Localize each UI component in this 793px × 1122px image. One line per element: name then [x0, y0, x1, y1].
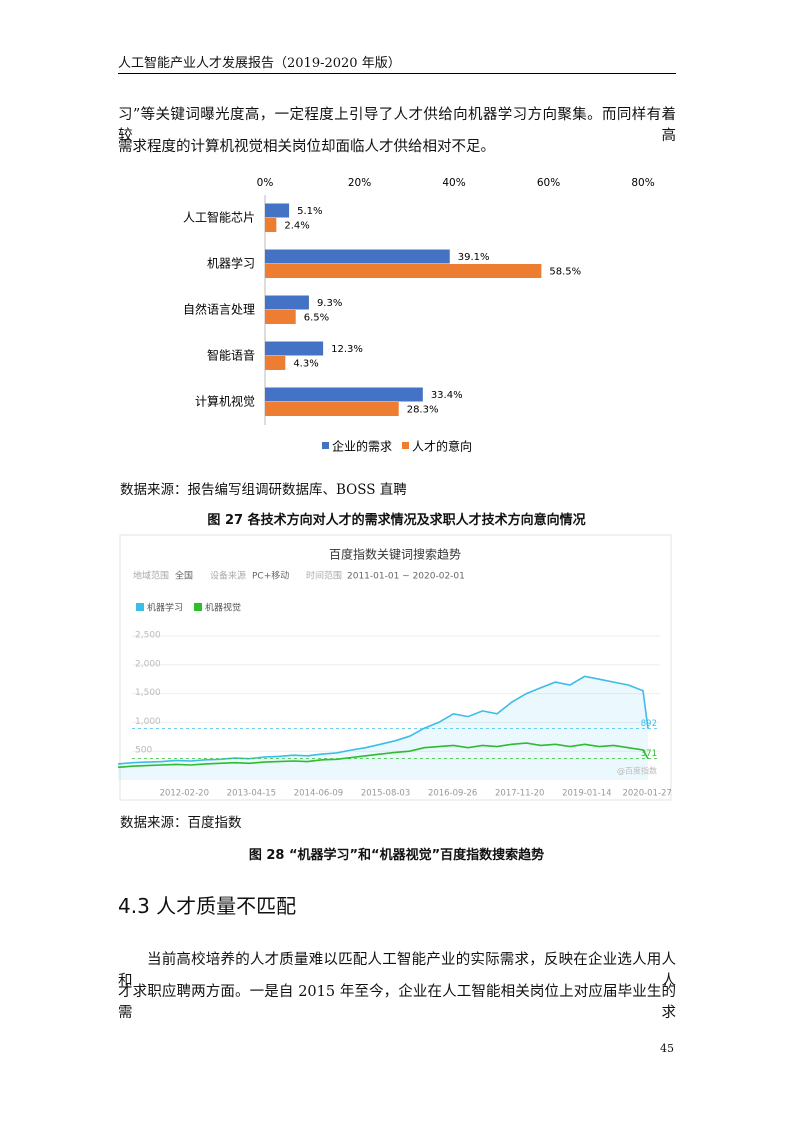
category-label: 人工智能芯片 — [183, 210, 255, 225]
screenshot-frame — [119, 534, 672, 801]
legend-swatch — [402, 442, 409, 449]
paragraph-line: 当前高校培养的人才质量难以匹配人工智能产业的实际需求，反映在企业选人用人和人 — [118, 952, 676, 989]
x-tick-label: 2015-08-03 — [361, 789, 410, 799]
caption: 图 27 各技术方向对人才的需求情况及求职人才技术方向意向情况 — [207, 513, 586, 528]
category-label: 机器学习 — [207, 256, 255, 271]
bar — [265, 218, 277, 232]
legend-label: 企业的需求 — [332, 439, 392, 454]
filter-text: 2011-01-01 ~ 2020-02-01 — [347, 572, 465, 582]
bar — [265, 356, 286, 370]
bar — [265, 402, 399, 416]
paragraph-line: 习”等关键词曝光度高，一定程度上引导了人才供给向机器学习方向聚集。而同样有着较高 — [118, 107, 676, 144]
bar — [265, 341, 324, 356]
legend-label: 机器视觉 — [205, 602, 241, 614]
x-tick-label: 2020-01-27 — [622, 789, 671, 799]
y-tick-label: 2,500 — [135, 631, 161, 641]
x-tick-label: 60% — [537, 177, 560, 189]
bar — [265, 249, 450, 264]
value-label: 4.3% — [293, 358, 318, 369]
watermark: @百度指数 — [617, 766, 657, 776]
y-tick-label: 500 — [135, 746, 152, 756]
line — [117, 675, 649, 765]
paragraph-line: 才求职应聘两方面。一是自 2015 年至今，企业在人工智能相关岗位上对应届毕业生… — [118, 984, 676, 1021]
caption: 图 28 “机器学习”和“机器视觉”百度指数搜索趋势 — [248, 848, 545, 863]
page-number: 45 — [660, 1042, 674, 1055]
x-tick-label: 2013-04-15 — [227, 789, 276, 799]
legend-label: 人才的意向 — [412, 439, 472, 454]
header-rule — [118, 73, 676, 74]
end-label: 371 — [641, 749, 657, 759]
x-tick-label: 2014-06-09 — [294, 789, 343, 799]
value-label: 2.4% — [284, 220, 309, 231]
paragraph-line: 需求程度的计算机视觉相关岗位却面临人才供给相对不足。 — [118, 139, 495, 155]
legend-swatch — [194, 603, 202, 611]
x-tick-label: 0% — [257, 177, 274, 189]
line — [117, 742, 649, 769]
filter-text: PC+移动 — [252, 570, 289, 582]
bar — [265, 264, 542, 278]
bar — [265, 310, 296, 324]
bar — [265, 203, 290, 218]
header: 人工智能产业人才发展报告（2019-2020 年版） — [118, 56, 401, 71]
legend-swatch — [136, 603, 144, 611]
y-tick-label: 1,500 — [135, 688, 161, 698]
value-label: 28.3% — [407, 404, 439, 415]
bar — [265, 295, 309, 310]
end-label: 892 — [641, 719, 657, 729]
section-heading: 4.3 人才质量不匹配 — [118, 894, 297, 918]
category-label: 计算机视觉 — [195, 394, 255, 409]
x-tick-label: 40% — [442, 177, 465, 189]
legend-label: 机器学习 — [147, 602, 183, 614]
value-label: 39.1% — [458, 252, 490, 263]
category-label: 自然语言处理 — [183, 302, 255, 317]
filter-text: 地域范围 — [133, 570, 169, 582]
chart-title: 百度指数关键词搜索趋势 — [329, 547, 461, 562]
source: 数据来源：报告编写组调研数据库、BOSS 直聘 — [120, 482, 407, 498]
category-label: 智能语音 — [207, 348, 255, 363]
x-tick-label: 2019-01-14 — [562, 789, 611, 799]
x-tick-label: 80% — [631, 177, 654, 189]
value-label: 33.4% — [431, 390, 463, 401]
filter-text: 时间范围 — [306, 570, 342, 582]
x-tick-label: 20% — [348, 177, 371, 189]
filter-text: 全国 — [175, 570, 193, 582]
value-label: 58.5% — [549, 266, 581, 277]
value-label: 9.3% — [317, 298, 342, 309]
bar — [265, 387, 423, 402]
filter-text: 设备来源 — [210, 570, 246, 582]
x-tick-label: 2012-02-20 — [160, 789, 209, 799]
y-tick-label: 1,000 — [135, 717, 161, 727]
value-label: 6.5% — [304, 312, 329, 323]
x-tick-label: 2017-11-20 — [495, 789, 544, 799]
source: 数据来源：百度指数 — [120, 815, 242, 831]
y-tick-label: 2,000 — [135, 659, 161, 669]
value-label: 5.1% — [297, 206, 322, 217]
area — [118, 676, 648, 780]
x-tick-label: 2016-09-26 — [428, 789, 477, 799]
legend-swatch — [322, 442, 329, 449]
value-label: 12.3% — [331, 344, 363, 355]
